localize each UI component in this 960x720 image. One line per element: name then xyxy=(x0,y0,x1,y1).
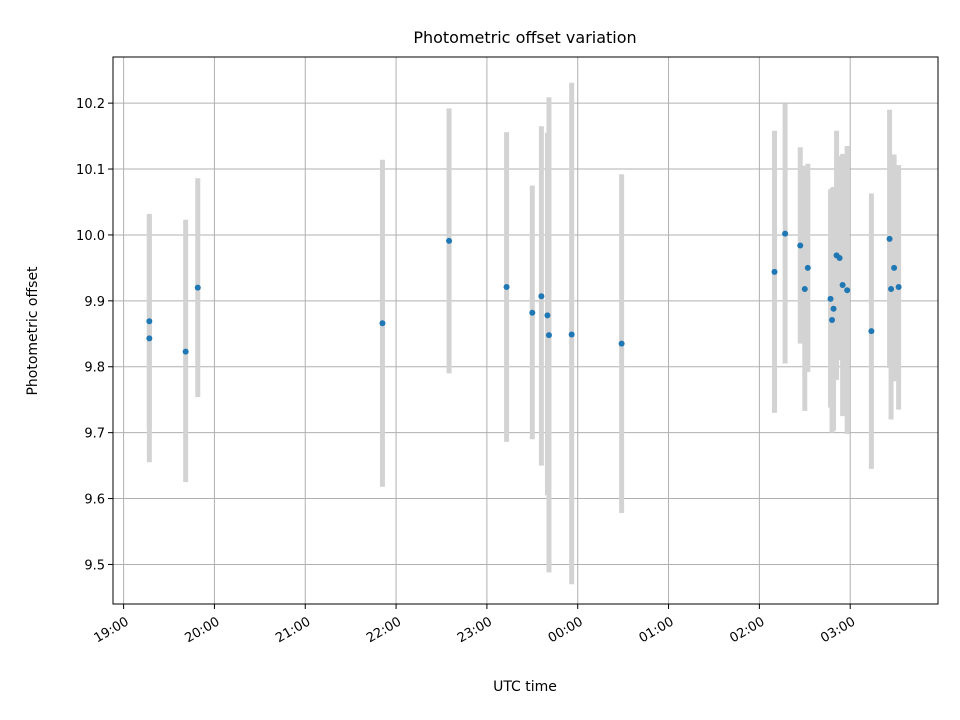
y-tick-label: 10.0 xyxy=(76,229,105,244)
data-point xyxy=(146,335,153,342)
y-axis-ticks: 9.5 9.6 9.7 9.8 9.9 10.0 10.1 10.2 xyxy=(76,97,113,573)
data-point xyxy=(804,264,811,271)
y-axis-label: Photometric offset xyxy=(25,266,41,396)
data-point xyxy=(868,328,875,335)
x-axis-label: UTC time xyxy=(493,679,557,695)
data-point xyxy=(538,293,545,300)
data-point xyxy=(797,242,804,249)
data-point xyxy=(146,318,153,325)
y-tick-label: 10.2 xyxy=(76,97,105,112)
data-point xyxy=(618,340,625,347)
plot-frame xyxy=(112,56,939,605)
data-point xyxy=(568,331,575,338)
data-point xyxy=(891,264,898,271)
data-point xyxy=(827,295,834,302)
data-point xyxy=(830,305,837,312)
data-point xyxy=(895,284,902,291)
data-point xyxy=(829,316,836,323)
data-point xyxy=(771,268,778,275)
data-point xyxy=(194,284,201,291)
data-point xyxy=(886,235,893,242)
y-tick-label: 9.7 xyxy=(84,427,105,442)
data-point xyxy=(545,332,552,339)
data-point xyxy=(379,320,386,327)
data-point xyxy=(529,309,536,316)
data-point xyxy=(446,237,453,244)
y-tick-label: 9.8 xyxy=(84,361,105,376)
y-tick-label: 9.9 xyxy=(84,295,105,310)
data-point xyxy=(182,348,189,355)
data-point xyxy=(888,285,895,292)
data-point xyxy=(839,282,846,289)
chart-title: Photometric offset variation xyxy=(413,28,636,47)
data-points xyxy=(146,230,902,355)
y-tick-label: 10.1 xyxy=(76,163,105,178)
y-tick-label: 9.6 xyxy=(84,493,105,508)
y-tick-label: 9.5 xyxy=(84,558,105,573)
data-point xyxy=(801,285,808,292)
data-point xyxy=(844,287,851,294)
data-point xyxy=(836,255,843,262)
data-point xyxy=(544,312,551,319)
data-point xyxy=(782,230,789,237)
data-point xyxy=(503,284,510,291)
